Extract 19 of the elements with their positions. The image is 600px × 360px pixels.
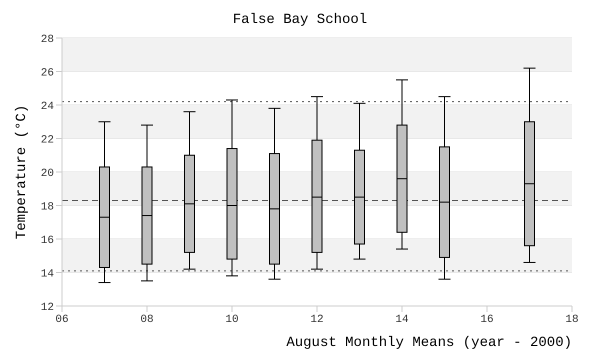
y-tick-label: 16 (40, 234, 54, 247)
y-tick-label: 26 (40, 67, 54, 80)
y-axis-title: Temperature (°C) (14, 104, 30, 240)
y-tick-label: 20 (40, 168, 54, 180)
x-axis-title: August Monthly Means (year - 2000) (286, 335, 572, 351)
x-tick-label: 10 (225, 314, 239, 326)
y-tick-label: 18 (40, 201, 54, 214)
chart-title: False Bay School (232, 12, 368, 28)
y-tick-label: 22 (40, 134, 54, 146)
y-tick-label: 12 (40, 302, 54, 314)
y-tick-label: 24 (40, 100, 54, 113)
x-tick-label: 12 (310, 314, 324, 326)
x-tick-label: 14 (395, 314, 409, 326)
x-tick-label: 08 (140, 314, 154, 326)
x-tick-label: 18 (565, 314, 579, 326)
y-tick-label: 28 (40, 34, 54, 46)
x-tick-label: 16 (480, 314, 494, 326)
x-tick-label: 06 (55, 314, 69, 326)
y-tick-label: 14 (40, 268, 54, 280)
